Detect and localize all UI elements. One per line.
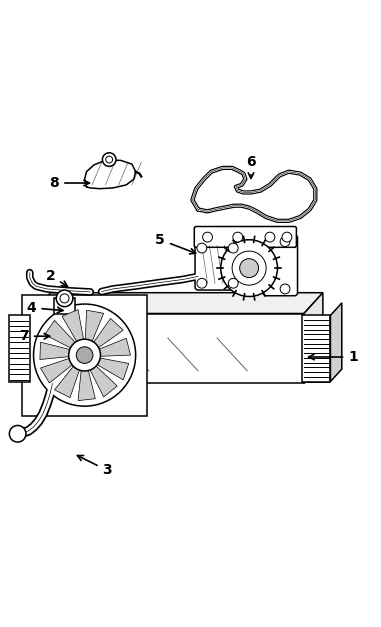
- FancyBboxPatch shape: [195, 241, 239, 290]
- Circle shape: [34, 304, 136, 406]
- Circle shape: [9, 426, 26, 442]
- Polygon shape: [54, 365, 80, 398]
- Polygon shape: [96, 358, 129, 380]
- Text: 1: 1: [309, 350, 358, 364]
- Text: 6: 6: [246, 155, 256, 178]
- Bar: [54, 298, 75, 314]
- Bar: [302, 315, 330, 382]
- Text: 5: 5: [155, 233, 195, 254]
- Circle shape: [282, 232, 292, 242]
- FancyBboxPatch shape: [194, 226, 296, 247]
- Text: 2: 2: [46, 269, 67, 287]
- Polygon shape: [32, 293, 323, 314]
- Circle shape: [102, 153, 116, 166]
- Circle shape: [280, 284, 290, 294]
- Bar: [22, 295, 147, 416]
- Circle shape: [280, 237, 290, 246]
- Text: 8: 8: [50, 176, 90, 190]
- Circle shape: [265, 232, 275, 242]
- Bar: [9, 315, 30, 382]
- Circle shape: [203, 232, 213, 242]
- Polygon shape: [85, 161, 136, 189]
- Circle shape: [240, 259, 259, 278]
- Text: 4: 4: [27, 301, 63, 315]
- Polygon shape: [40, 358, 73, 383]
- Circle shape: [233, 232, 243, 242]
- Circle shape: [69, 339, 101, 371]
- Circle shape: [56, 290, 73, 307]
- Polygon shape: [304, 293, 323, 384]
- Polygon shape: [78, 369, 95, 401]
- Circle shape: [228, 243, 238, 253]
- Circle shape: [197, 278, 207, 288]
- Bar: [32, 314, 304, 384]
- FancyBboxPatch shape: [263, 235, 298, 296]
- Polygon shape: [62, 310, 84, 343]
- Polygon shape: [45, 320, 76, 349]
- Polygon shape: [85, 310, 104, 342]
- Polygon shape: [40, 342, 71, 359]
- Circle shape: [197, 243, 207, 253]
- Circle shape: [228, 278, 238, 288]
- Text: 3: 3: [77, 456, 112, 478]
- Polygon shape: [93, 319, 123, 349]
- Circle shape: [76, 347, 93, 364]
- Text: 7: 7: [19, 329, 50, 343]
- Circle shape: [221, 240, 277, 297]
- Polygon shape: [98, 339, 131, 356]
- Polygon shape: [90, 365, 117, 397]
- Polygon shape: [330, 303, 342, 382]
